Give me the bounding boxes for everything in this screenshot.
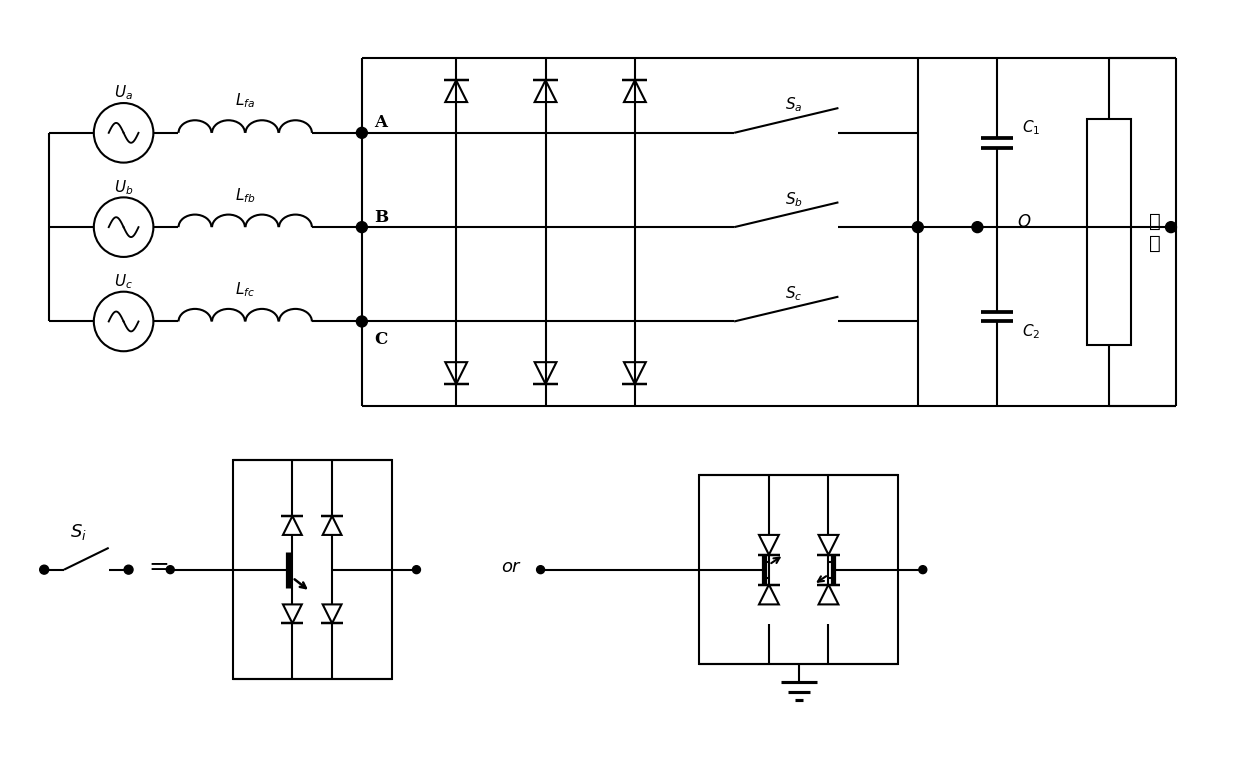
Text: $L_{fb}$: $L_{fb}$ xyxy=(234,186,255,205)
Text: $L_{fa}$: $L_{fa}$ xyxy=(236,92,255,110)
Text: $U_a$: $U_a$ xyxy=(114,84,133,103)
Circle shape xyxy=(537,566,544,574)
Bar xyxy=(233,460,392,679)
Text: $S_b$: $S_b$ xyxy=(785,190,802,209)
Text: C: C xyxy=(373,331,387,348)
Text: $O$: $O$ xyxy=(1017,214,1032,231)
Text: $L_{fc}$: $L_{fc}$ xyxy=(236,281,255,299)
Circle shape xyxy=(972,222,983,233)
Circle shape xyxy=(913,222,924,233)
Text: $S_a$: $S_a$ xyxy=(785,96,802,114)
Circle shape xyxy=(413,566,420,574)
Circle shape xyxy=(166,566,175,574)
Circle shape xyxy=(1166,222,1177,233)
Bar xyxy=(699,476,898,664)
Circle shape xyxy=(356,316,367,327)
Text: =: = xyxy=(148,554,169,579)
Text: 负
载: 负 载 xyxy=(1149,211,1161,253)
Bar xyxy=(1086,120,1131,345)
Circle shape xyxy=(919,566,926,574)
Text: $C_1$: $C_1$ xyxy=(1022,119,1040,137)
Circle shape xyxy=(40,565,48,574)
Text: $U_b$: $U_b$ xyxy=(114,178,134,197)
Text: $S_i$: $S_i$ xyxy=(71,522,87,542)
Text: A: A xyxy=(373,114,387,131)
Text: $S_c$: $S_c$ xyxy=(785,284,802,303)
Text: $C_2$: $C_2$ xyxy=(1022,322,1040,341)
Text: $U_c$: $U_c$ xyxy=(114,272,133,291)
Text: or: or xyxy=(502,557,520,576)
Text: B: B xyxy=(373,209,388,226)
Circle shape xyxy=(124,565,133,574)
Circle shape xyxy=(356,127,367,138)
Circle shape xyxy=(356,222,367,233)
